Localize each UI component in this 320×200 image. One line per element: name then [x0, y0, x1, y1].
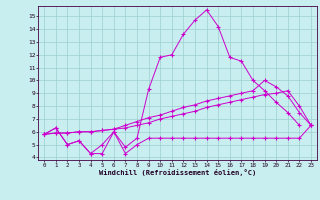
X-axis label: Windchill (Refroidissement éolien,°C): Windchill (Refroidissement éolien,°C)	[99, 169, 256, 176]
